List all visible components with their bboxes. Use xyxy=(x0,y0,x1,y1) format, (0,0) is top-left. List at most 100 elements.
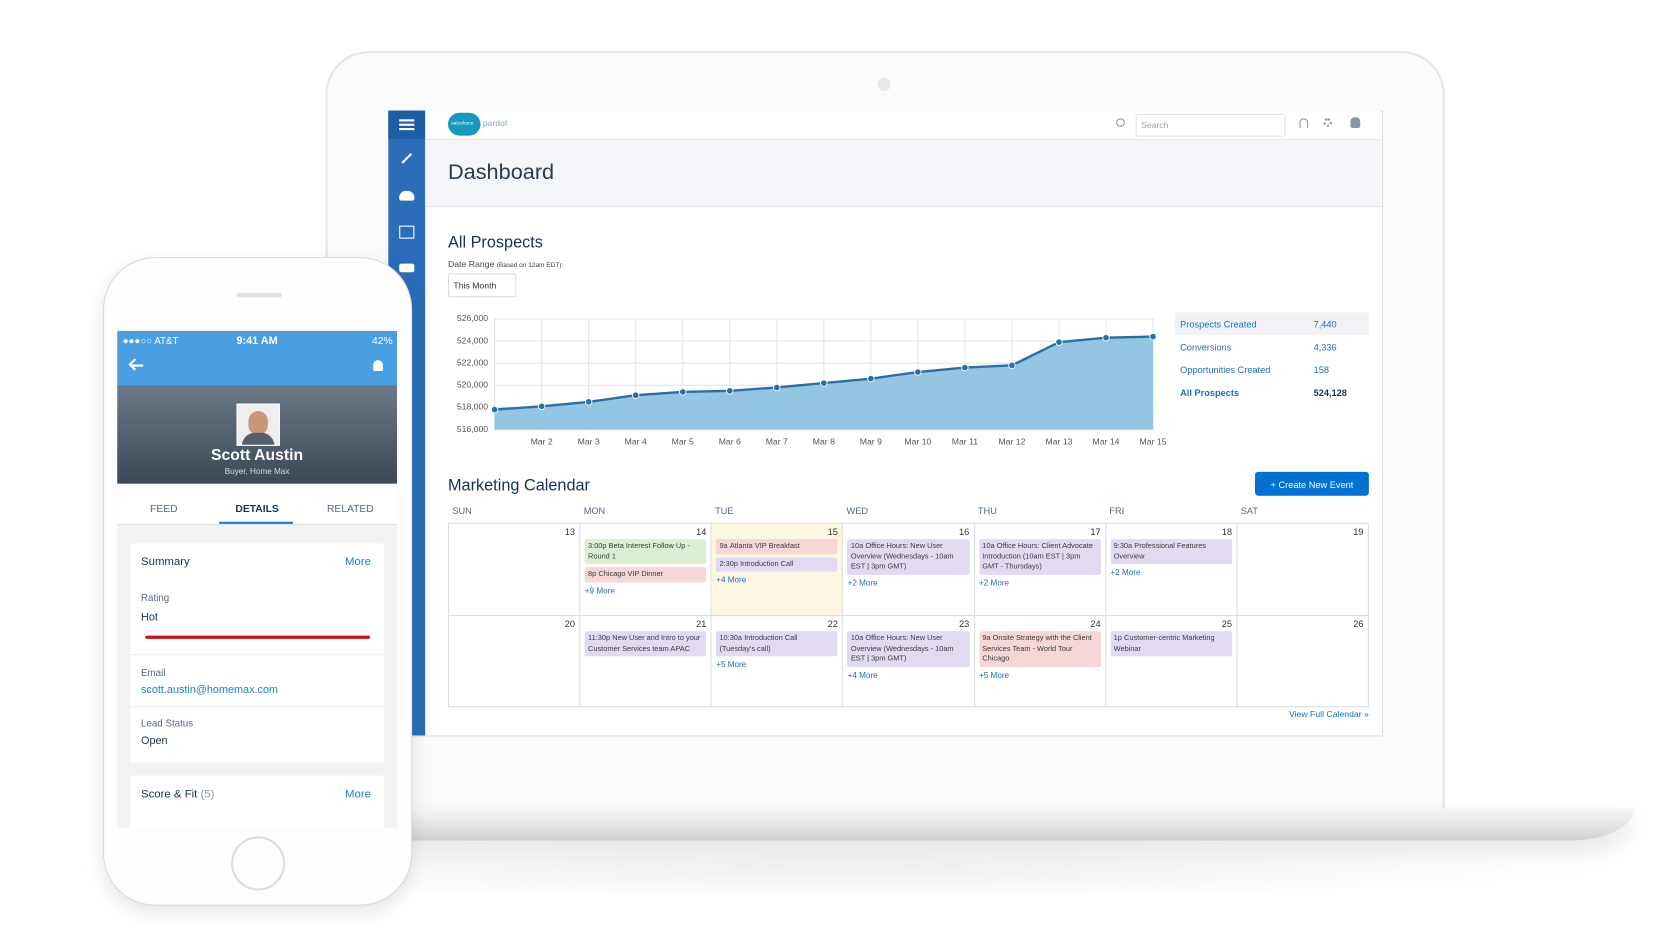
event-time: 2:30p xyxy=(719,560,738,568)
avatar xyxy=(236,403,280,446)
nav-icon[interactable] xyxy=(399,263,415,273)
more-link[interactable]: More xyxy=(345,787,371,801)
menu-button[interactable] xyxy=(388,110,426,139)
point xyxy=(1055,338,1063,346)
point xyxy=(490,405,499,414)
y-tick-label: 524,000 xyxy=(457,335,488,345)
event-text: Professional Features Overview xyxy=(1113,542,1207,561)
event[interactable]: 2:30p Introduction Call xyxy=(716,556,838,572)
create-event-button[interactable]: + Create New Event xyxy=(1254,471,1369,496)
tab[interactable]: RELATED xyxy=(304,484,397,524)
event[interactable]: 10:30a Introduction Call (Tuesday's call) xyxy=(716,631,838,657)
weekday-label: MON xyxy=(583,505,606,517)
weekday-label: SAT xyxy=(1240,505,1258,517)
event-time: 10a xyxy=(850,542,864,550)
more-link[interactable]: +5 More xyxy=(716,659,747,670)
status-battery: 42% xyxy=(372,335,393,348)
weekday-label: FRI xyxy=(1109,505,1125,517)
product-name: pardot xyxy=(482,118,508,128)
more-link[interactable]: +9 More xyxy=(584,585,615,595)
stat-label[interactable]: Opportunities Created xyxy=(1180,364,1271,376)
event[interactable]: 11:30p New User and Intro to your Custome… xyxy=(584,631,707,657)
event-time: 10:30a xyxy=(719,634,743,643)
day-cell: 14 3:00p Beta Interest Follow Up - Round 1… xyxy=(580,523,712,617)
day-cell: 24 9a Onsite Strategy with the Client Serv… xyxy=(974,616,1107,708)
event[interactable]: 10a Office Hours: New User Overview (Wedn… xyxy=(847,631,970,667)
status-time: 9:41 AM xyxy=(236,335,278,348)
status-carrier: ●●●○○ AT&T xyxy=(122,335,179,347)
menu-icon xyxy=(399,119,415,122)
stat-label[interactable]: Prospects Created xyxy=(1180,318,1257,330)
button-label: + Create New Event xyxy=(1270,479,1354,491)
user-icon[interactable] xyxy=(1350,117,1361,128)
tab-label: DETAILS xyxy=(235,503,279,516)
event[interactable]: 3:00p Beta Interest Follow Up - Round 1 xyxy=(584,539,707,565)
event-text: Atlanta VIP Breakfast xyxy=(729,542,800,550)
rating-bar xyxy=(145,635,370,639)
day-number: 16 xyxy=(958,526,970,537)
tabs: FEED DETAILS RELATED xyxy=(117,484,397,524)
nav-icon[interactable] xyxy=(399,225,415,239)
event[interactable]: 9a Atlanta VIP Breakfast xyxy=(716,539,838,554)
logo-cloud: salesforce xyxy=(447,112,481,136)
x-tick-label: Mar 12 xyxy=(998,437,1025,447)
search-box[interactable]: Search xyxy=(1135,113,1286,137)
bell-icon[interactable] xyxy=(373,360,383,371)
y-tick-label: 522,000 xyxy=(457,357,488,367)
day-number: 13 xyxy=(564,526,576,537)
more-link[interactable]: +2 More xyxy=(979,577,1010,588)
y-tick-label: 526,000 xyxy=(457,313,488,323)
more-link[interactable]: +2 More xyxy=(1110,567,1141,578)
event[interactable]: 9:30a Professional Features Overview xyxy=(1110,539,1233,565)
card-title: Summary xyxy=(141,555,190,569)
settings-icon[interactable] xyxy=(1323,118,1333,127)
more-link[interactable]: More xyxy=(345,555,371,569)
camera xyxy=(877,78,891,92)
tab[interactable]: FEED xyxy=(117,484,210,524)
home-button[interactable] xyxy=(231,836,286,891)
event-text: Office Hours: New User Overview (Wednesd… xyxy=(850,634,954,663)
event[interactable]: 1p Customer-centric Marketing Webinar xyxy=(1110,631,1233,657)
day-number: 21 xyxy=(696,618,707,630)
event-text: New User and Intro to your Customer Serv… xyxy=(588,634,701,653)
page-title: Dashboard xyxy=(447,160,555,185)
day-cell: 17 10a Office Hours: Client Advocate Intro… xyxy=(974,523,1107,617)
weekday-row: SUN MON TUE WED THU FRI SAT xyxy=(448,505,1368,518)
x-tick-label: Mar 13 xyxy=(1046,437,1073,447)
x-tick-label: Mar 14 xyxy=(1093,437,1120,447)
stat-label[interactable]: All Prospects xyxy=(1180,387,1240,399)
day-cell: 16 10a Office Hours: New User Overview (We… xyxy=(843,523,975,617)
day-cell: 26 xyxy=(1237,616,1369,708)
laptop-base xyxy=(390,808,1635,841)
more-link[interactable]: +4 More xyxy=(716,574,747,585)
stat-value: 7,440 xyxy=(1313,318,1337,330)
event[interactable]: 9a Onsite Strategy with the Client Servic… xyxy=(979,631,1101,667)
more-link[interactable]: +5 More xyxy=(979,669,1010,680)
x-tick-label: Mar 11 xyxy=(952,437,978,447)
separator xyxy=(130,706,384,708)
point xyxy=(1149,332,1157,341)
more-link[interactable]: +2 More xyxy=(847,577,878,588)
view-calendar-link[interactable]: View Full Calendar » xyxy=(1288,709,1369,720)
x-tick-label: Mar 3 xyxy=(578,437,600,447)
x-tick-label: Mar 4 xyxy=(625,437,647,447)
tab[interactable]: DETAILS xyxy=(210,484,303,524)
nav-icon[interactable] xyxy=(399,190,415,201)
x-tick-label: Mar 15 xyxy=(1140,437,1167,447)
event[interactable]: 8p Chicago VIP Dinner xyxy=(584,567,707,582)
date-range-select[interactable]: This Month xyxy=(447,273,517,298)
point xyxy=(773,383,781,392)
y-tick-label: 516,000 xyxy=(457,424,488,434)
point xyxy=(914,368,922,376)
event[interactable]: 10a Office Hours: Client Advocate Introdu… xyxy=(979,539,1101,575)
weekday-label: THU xyxy=(977,505,997,517)
event[interactable]: 10a Office Hours: New User Overview (Wedn… xyxy=(847,539,970,575)
back-button[interactable] xyxy=(130,364,144,367)
event-text: Introduction Call xyxy=(740,560,794,568)
more-link[interactable]: +4 More xyxy=(847,669,878,680)
help-icon[interactable] xyxy=(1299,118,1309,128)
point xyxy=(961,363,969,372)
stat-label[interactable]: Conversions xyxy=(1180,341,1232,353)
